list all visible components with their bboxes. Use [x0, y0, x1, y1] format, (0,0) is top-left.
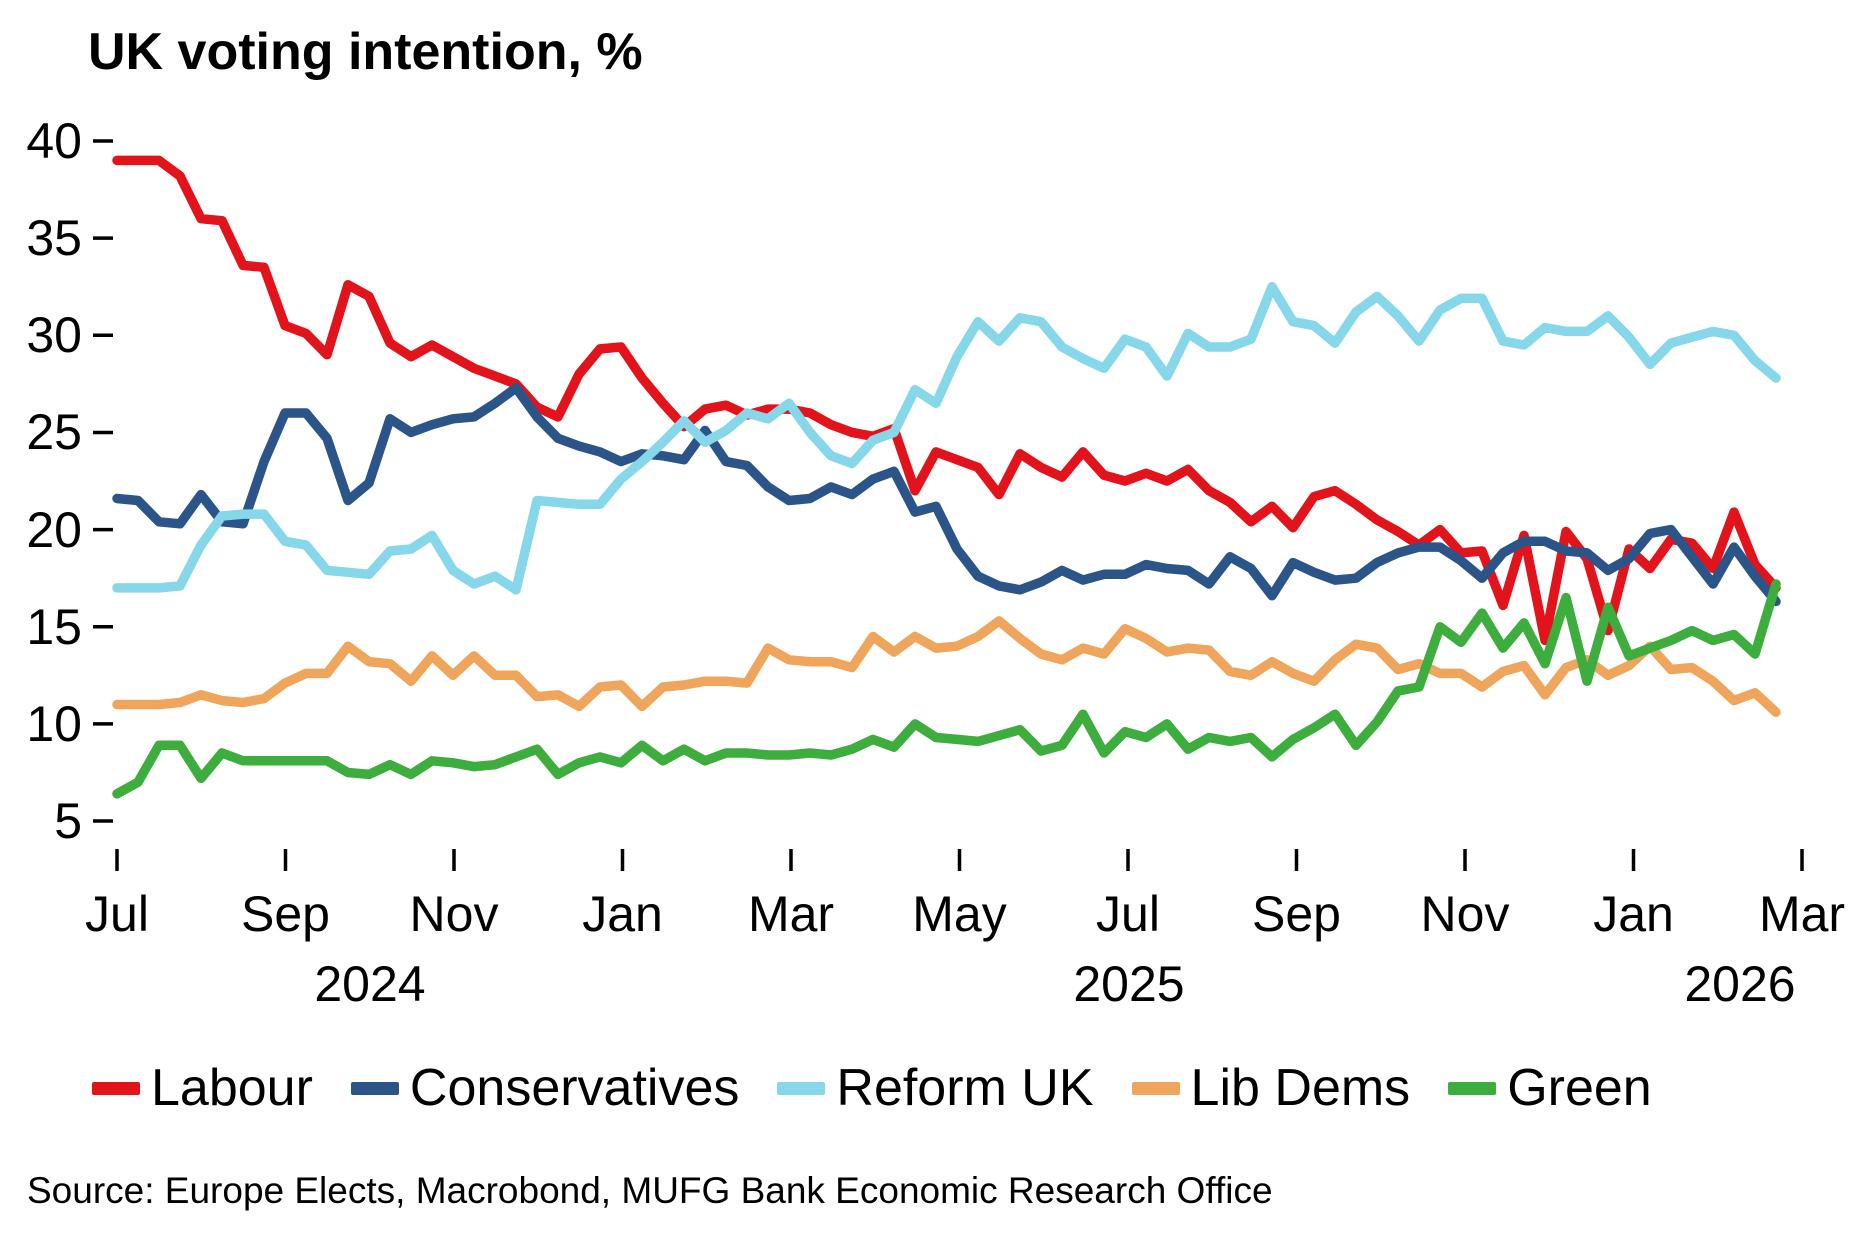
x-axis-label-nov-m16: Nov: [1420, 886, 1510, 942]
y-axis-label-30: 30: [26, 307, 82, 364]
y-axis-label-10: 10: [26, 695, 82, 752]
legend-label: Conservatives: [409, 1059, 740, 1117]
legend-label: Lib Dems: [1190, 1059, 1411, 1117]
legend-label: Green: [1507, 1059, 1652, 1117]
x-axis-label-nov-m4: Nov: [409, 886, 499, 942]
x-axis-label-mar-m20: Mar: [1758, 886, 1846, 942]
legend-item-labour: Labour: [92, 1058, 313, 1118]
y-axis-label-15: 15: [26, 598, 82, 655]
y-axis-label-40: 40: [26, 113, 82, 169]
legend-item-lib-dems: Lib Dems: [1131, 1058, 1411, 1118]
series-line-green: [112, 579, 1781, 799]
legend-swatch-lib-dems: [1131, 1081, 1180, 1095]
x-axis-label-sep-m2: Sep: [241, 886, 330, 942]
legend-swatch-reform-uk: [777, 1081, 826, 1095]
x-axis-label-jul-m12: Jul: [1096, 886, 1160, 942]
x-axis-label-jan-m18: Jan: [1593, 886, 1674, 942]
legend-label: Labour: [151, 1059, 313, 1117]
series-line-reform-uk: [112, 281, 1781, 595]
x-axis-label-mar-m8: Mar: [747, 886, 835, 942]
legend: Labour Conservatives Reform UK Lib Dems Gree…: [92, 1058, 1852, 1118]
x-axis-label-jul-m0: Jul: [85, 886, 149, 942]
y-axis-label-5: 5: [54, 793, 82, 850]
legend-item-green: Green: [1448, 1058, 1652, 1118]
y-axis-label-20: 20: [26, 501, 82, 558]
chart-title: UK voting intention, %: [88, 23, 643, 81]
x-axis-year-label-2026: 2026: [1684, 956, 1796, 1012]
x-axis-label-sep-m14: Sep: [1252, 886, 1341, 942]
x-axis-label-jan-m6: Jan: [582, 886, 663, 942]
legend-label: Reform UK: [836, 1059, 1094, 1117]
source-note: Source: Europe Elects, Macrobond, MUFG B…: [27, 1170, 1273, 1211]
x-axis-year-label-2024: 2024: [314, 956, 426, 1012]
y-axis-label-35: 35: [26, 210, 82, 267]
legend-item-conservatives: Conservatives: [350, 1058, 740, 1118]
y-axis-label-25: 25: [26, 404, 82, 461]
legend-swatch-green: [1448, 1081, 1497, 1095]
x-axis-label-may-m10: May: [912, 886, 1007, 942]
x-axis-year-label-2025: 2025: [1073, 956, 1185, 1012]
legend-item-reform-uk: Reform UK: [777, 1058, 1094, 1118]
series-line-labour: [112, 155, 1781, 646]
legend-swatch-labour: [92, 1081, 140, 1095]
series-line-conservatives: [112, 383, 1781, 607]
plot-svg: [93, 139, 1804, 871]
series-line-lib-dems: [112, 616, 1781, 717]
legend-swatch-conservatives: [350, 1081, 399, 1095]
